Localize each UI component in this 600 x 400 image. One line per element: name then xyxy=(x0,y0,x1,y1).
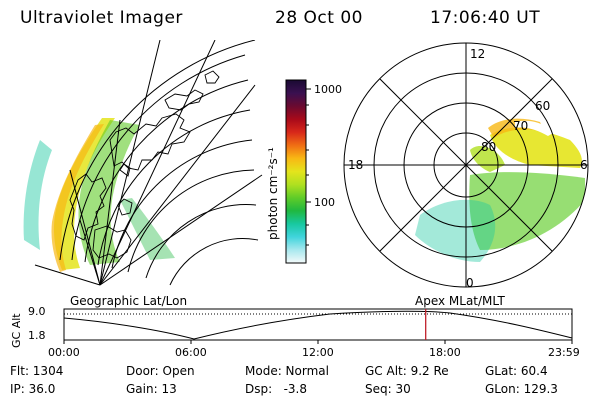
sequence-number: Seq: 30 xyxy=(365,382,411,396)
polar-grid xyxy=(343,42,589,288)
mlat-label-70: 70 xyxy=(513,119,528,133)
mlat-label-80: 80 xyxy=(481,140,496,154)
colorbar-label-1000: 1000 xyxy=(314,83,342,96)
aurora-emission-polar xyxy=(415,118,585,262)
flight-number: Flt: 1304 xyxy=(10,364,64,378)
altitude-ytick-1.8: 1.8 xyxy=(28,329,46,342)
altitude-ytick-9: 9.0 xyxy=(28,305,46,318)
dsp-value: Dsp: -3.8 xyxy=(245,382,308,396)
instrument-title: Ultraviolet Imager xyxy=(20,8,183,28)
altitude-xtick-2359: 23:59 xyxy=(548,346,580,359)
coastlines xyxy=(69,70,220,259)
colorbar-unit: photon cm⁻²s⁻¹ xyxy=(266,147,280,240)
mlat-label-60: 60 xyxy=(535,99,550,113)
altitude-plot-frame xyxy=(63,308,573,341)
altitude-xtick-0000: 00:00 xyxy=(48,346,80,359)
date-label: 28 Oct 00 xyxy=(275,8,363,28)
colorbar-label-100: 100 xyxy=(314,196,335,209)
mlt-label-6: 6 xyxy=(580,158,588,172)
time-label: 17:06:40 UT xyxy=(430,8,541,28)
colorbar: 1000 100 photon cm⁻²s⁻¹ xyxy=(266,79,342,264)
polar-plot: 12 18 6 0 80 70 60 xyxy=(343,42,589,290)
left-panel-title: Geographic Lat/Lon xyxy=(70,294,188,308)
altitude-curve xyxy=(63,310,573,340)
altitude-xtick-1800: 18:00 xyxy=(429,346,461,359)
geographic-map xyxy=(23,40,263,286)
gc-altitude: GC Alt: 9.2 Re xyxy=(365,364,449,378)
mode-value: Mode: Normal xyxy=(245,364,329,378)
altitude-plot xyxy=(63,308,573,344)
altitude-xtick-0600: 06:00 xyxy=(175,346,207,359)
ip-value: IP: 36.0 xyxy=(10,382,56,396)
altitude-xtick-1200: 12:00 xyxy=(302,346,334,359)
geographic-latitude: GLat: 60.4 xyxy=(485,364,548,378)
colorbar-scale xyxy=(285,79,307,264)
altitude-ylabel: GC Alt xyxy=(10,313,23,348)
door-status: Door: Open xyxy=(126,364,195,378)
mlt-label-12: 12 xyxy=(470,47,485,61)
right-panel-title: Apex MLat/MLT xyxy=(415,294,505,308)
longitude-grid xyxy=(34,40,263,286)
latitude-grid xyxy=(59,40,259,286)
gain-value: Gain: 13 xyxy=(126,382,177,396)
mlt-label-0: 0 xyxy=(466,276,474,290)
mlt-label-18: 18 xyxy=(348,158,363,172)
geographic-longitude: GLon: 129.3 xyxy=(485,382,558,396)
